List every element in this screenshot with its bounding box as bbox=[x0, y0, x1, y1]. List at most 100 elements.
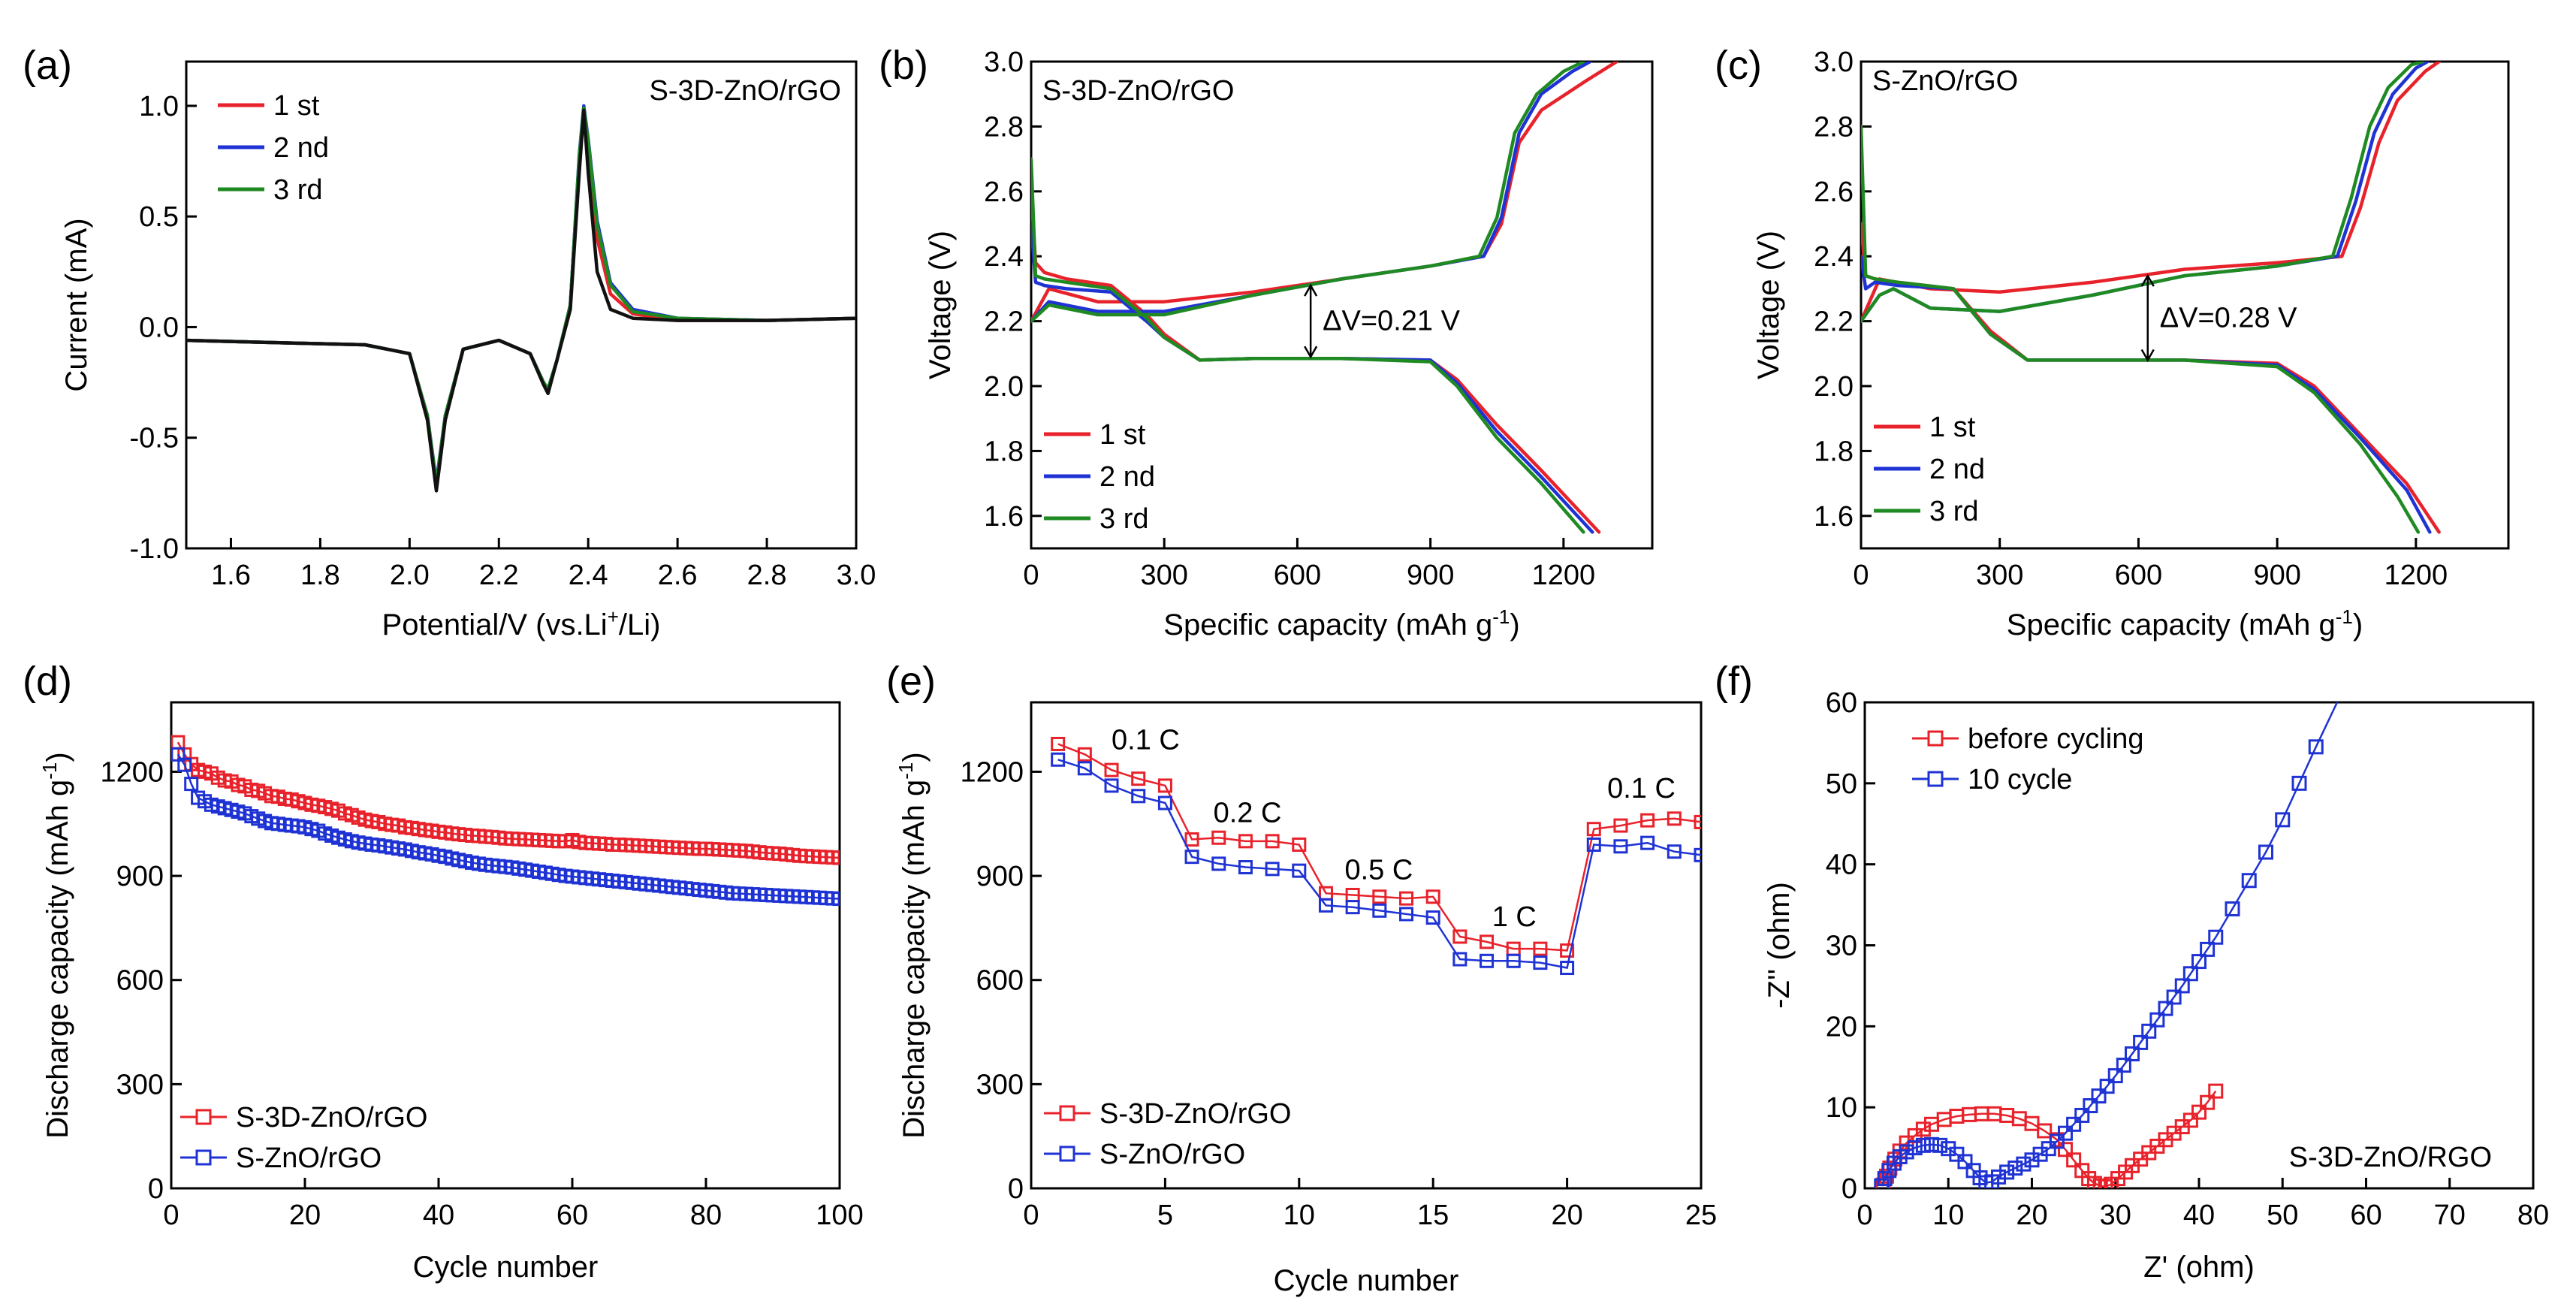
x-tick-label: 600 bbox=[1274, 560, 1321, 591]
data-point bbox=[832, 892, 840, 907]
data-point bbox=[1104, 762, 1119, 777]
data-point bbox=[1399, 907, 1414, 922]
x-tick-label: 80 bbox=[2517, 1200, 2549, 1231]
data-point bbox=[1238, 834, 1253, 849]
data-point bbox=[2335, 688, 2348, 701]
y-tick-label: 0.5 bbox=[139, 201, 179, 233]
data-point bbox=[1265, 862, 1280, 877]
data-point bbox=[1345, 900, 1360, 915]
data-point bbox=[2099, 1079, 2115, 1094]
data-point bbox=[1372, 903, 1387, 918]
y-tick-label: 0 bbox=[1842, 1173, 1857, 1205]
series-line bbox=[176, 753, 840, 900]
series-line bbox=[186, 110, 856, 488]
x-tick-label: 1200 bbox=[1532, 560, 1596, 591]
data-point bbox=[1480, 934, 1495, 949]
x-axis-title: Cycle number bbox=[413, 1251, 599, 1284]
arrow-head bbox=[2140, 349, 2155, 362]
plot-frame bbox=[1030, 60, 1654, 550]
data-point bbox=[2016, 1156, 2032, 1172]
legend-label: 3 rd bbox=[273, 174, 322, 206]
data-point bbox=[1238, 860, 1253, 875]
panel-title: S-3D-ZnO/rGO bbox=[1042, 75, 1234, 107]
x-tick-label: 300 bbox=[1141, 560, 1188, 591]
legend: S-3D-ZnO/rGO S-ZnO/rGO bbox=[180, 1102, 427, 1174]
y-tick-label: 600 bbox=[976, 965, 1024, 997]
series-line bbox=[1031, 62, 1585, 323]
y-axis-title: Discharge capacity (mAh g-1) bbox=[894, 752, 931, 1138]
data-point bbox=[832, 850, 840, 865]
legend-label: 1 st bbox=[273, 90, 320, 122]
data-point bbox=[2241, 873, 2257, 889]
data-point bbox=[2058, 1142, 2073, 1158]
data-point bbox=[1131, 789, 1146, 804]
data-point bbox=[2058, 1125, 2073, 1141]
data-point bbox=[1265, 834, 1280, 849]
data-point bbox=[1586, 822, 1601, 837]
data-point bbox=[2191, 1104, 2206, 1120]
data-point bbox=[2091, 1088, 2107, 1104]
data-point bbox=[1915, 1121, 1931, 1137]
y-tick-label: 2.8 bbox=[984, 111, 1024, 143]
legend: S-3D-ZnO/rGO S-ZnO/rGO bbox=[1044, 1098, 1291, 1170]
data-point bbox=[2174, 978, 2190, 994]
data-point bbox=[2258, 844, 2273, 860]
data-point bbox=[1957, 1154, 1973, 1170]
x-tick-label: 0 bbox=[1853, 560, 1869, 591]
data-point bbox=[1907, 1140, 1923, 1156]
series-line bbox=[1861, 222, 2441, 534]
series-line bbox=[1861, 62, 2425, 323]
x-axis-title: Potential/V (vs.Li+/Li) bbox=[382, 605, 661, 641]
legend-label: 1 st bbox=[1099, 419, 1146, 451]
y-tick-label: 1.0 bbox=[139, 91, 179, 122]
data-point bbox=[2308, 739, 2324, 755]
legend-label: 2 nd bbox=[1099, 461, 1155, 493]
data-point bbox=[2200, 1094, 2216, 1110]
data-point bbox=[1915, 1137, 1931, 1153]
rate-label: 0.5 C bbox=[1344, 855, 1413, 886]
y-tick-label: 300 bbox=[976, 1069, 1024, 1100]
data-point bbox=[1694, 847, 1701, 862]
y-tick-label: 2.0 bbox=[1814, 371, 1854, 403]
panel-label: (b) bbox=[879, 43, 928, 88]
data-point bbox=[2182, 966, 2198, 982]
delta-v-label: ΔV=0.21 V bbox=[1323, 306, 1460, 337]
data-point bbox=[1292, 837, 1307, 852]
y-tick-label: 600 bbox=[116, 965, 164, 997]
x-tick-label: 70 bbox=[2434, 1200, 2466, 1231]
series-line bbox=[176, 741, 840, 859]
legend-label: S-ZnO/rGO bbox=[236, 1142, 382, 1174]
data-point bbox=[2208, 1083, 2224, 1099]
x-tick-label: 3.0 bbox=[837, 560, 876, 591]
data-point bbox=[184, 777, 199, 792]
panel-c: 0 300 600 900 1200 1.6 1.8 2.0 2.2 2.4 2.6 2.8 3.0 (c… bbox=[1715, 43, 2510, 641]
legend-label: S-3D-ZnO/rGO bbox=[236, 1102, 427, 1133]
legend-label: 1 st bbox=[1929, 412, 1976, 443]
plot-area bbox=[171, 735, 840, 907]
y-tick-label: 2.6 bbox=[984, 177, 1024, 208]
y-tick-label: 3.0 bbox=[984, 47, 1024, 78]
data-point bbox=[2037, 1123, 2053, 1139]
legend-marker bbox=[1059, 1105, 1075, 1121]
data-point bbox=[1077, 761, 1092, 776]
x-tick-label: 100 bbox=[816, 1200, 863, 1231]
arrow-head bbox=[2140, 273, 2155, 287]
legend-label: S-3D-ZnO/rGO bbox=[1099, 1098, 1291, 1130]
data-point bbox=[1211, 830, 1226, 845]
data-point bbox=[1506, 953, 1521, 968]
data-point bbox=[2225, 901, 2240, 916]
x-tick-label: 10 bbox=[1283, 1200, 1315, 1231]
series-line bbox=[1031, 157, 1585, 534]
data-point bbox=[1613, 818, 1628, 833]
data-point bbox=[2208, 929, 2224, 945]
y-tick-label: 2.4 bbox=[1814, 241, 1854, 273]
data-point bbox=[1586, 837, 1601, 852]
y-tick-label: 50 bbox=[1826, 768, 1857, 800]
x-axis-title: Cycle number bbox=[1274, 1264, 1459, 1297]
x-tick-label: 20 bbox=[2016, 1200, 2047, 1231]
y-tick-label: 1.6 bbox=[1814, 501, 1854, 533]
x-tick-label: 900 bbox=[2253, 560, 2300, 591]
plot-area bbox=[186, 104, 856, 493]
legend-marker bbox=[1059, 1145, 1075, 1162]
legend-label: before cycling bbox=[1968, 723, 2143, 755]
